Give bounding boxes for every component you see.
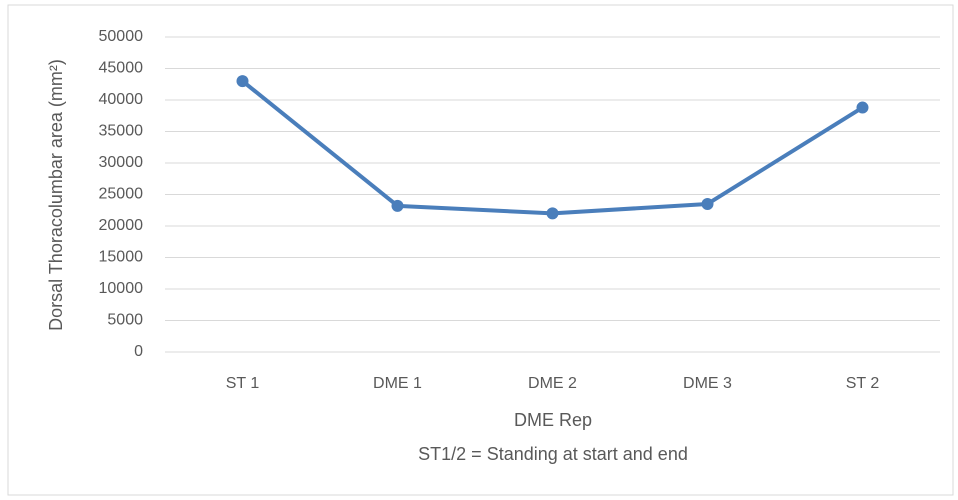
x-tick-label: DME 3: [683, 375, 732, 392]
annotation: ST1/2 = Standing at start and end: [418, 444, 688, 464]
marker: [391, 199, 404, 212]
x-tick-label: DME 2: [528, 375, 577, 392]
y-tick-label: 10000: [99, 280, 144, 297]
y-tick-label: 5000: [107, 312, 143, 329]
y-tick-label: 50000: [99, 28, 144, 45]
marker: [856, 101, 869, 114]
y-axis-label: Dorsal Thoracolumbar area (mm²): [46, 59, 66, 331]
y-tick-label: 45000: [99, 60, 144, 77]
x-axis-label: DME Rep: [514, 410, 592, 430]
x-tick-label: DME 1: [373, 375, 422, 392]
y-tick-label: 0: [134, 343, 143, 360]
chart-border: [7, 4, 954, 496]
marker: [236, 75, 249, 88]
y-tick-label: 25000: [99, 186, 144, 203]
y-tick-label: 20000: [99, 217, 144, 234]
y-tick-label: 40000: [99, 91, 144, 108]
y-tick-label: 35000: [99, 123, 144, 140]
marker: [546, 207, 559, 220]
marker: [701, 197, 714, 210]
x-tick-label: ST 1: [226, 375, 260, 392]
x-tick-label: ST 2: [846, 375, 880, 392]
y-tick-label: 15000: [99, 249, 144, 266]
y-tick-label: 30000: [99, 154, 144, 171]
